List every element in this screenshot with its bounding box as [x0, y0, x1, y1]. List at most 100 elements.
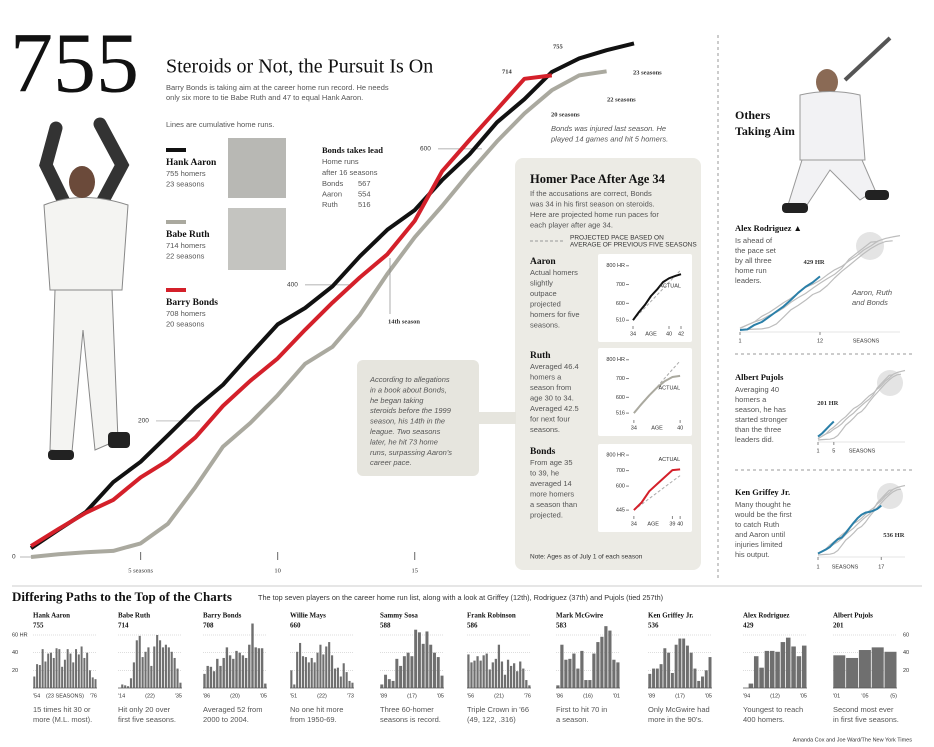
- player-text: season, he has: [735, 405, 786, 414]
- bar: [86, 652, 89, 688]
- bar: [209, 666, 213, 688]
- bar: [509, 665, 513, 688]
- actual-line: [633, 374, 681, 414]
- player-text: Is ahead of: [735, 236, 773, 245]
- y-tick-label: 700: [616, 282, 625, 288]
- bar: [147, 647, 150, 688]
- x-tick-label: 5: [832, 448, 835, 454]
- x-axis-label: SEASONS: [832, 564, 859, 570]
- y-tick-label: 60 HR: [12, 632, 28, 638]
- bar: [701, 676, 704, 688]
- pace-title: Homer Pace After Age 34: [530, 172, 666, 186]
- player-line: [817, 420, 835, 438]
- lead-title: Bonds takes lead: [322, 145, 383, 155]
- bar: [616, 662, 620, 688]
- bar: [241, 655, 245, 688]
- player-text: Many thought he: [735, 500, 791, 509]
- y-tick-label: 0: [12, 554, 16, 561]
- subtitle: only six more to tie Babe Ruth and 47 to…: [166, 93, 363, 102]
- bar: [170, 651, 173, 688]
- bar: [299, 642, 302, 688]
- bar: [659, 664, 663, 688]
- bar: [482, 655, 485, 688]
- caption: No one hit more: [290, 705, 343, 714]
- pace-intro: If the accusations are correct, Bonds: [530, 189, 652, 198]
- lead-name: Aaron: [322, 189, 342, 198]
- annotation: 20 seasons: [551, 111, 580, 118]
- bar: [164, 644, 167, 688]
- legend-name: Babe Ruth: [166, 230, 210, 240]
- bar: [560, 644, 564, 688]
- player-text: injuries limited: [735, 540, 783, 549]
- panel-title: Alex Rodriguez: [743, 612, 789, 620]
- player-text: leaders.: [735, 276, 762, 285]
- bar: [391, 680, 395, 688]
- legend-stat: 22 seasons: [166, 251, 205, 260]
- pace-text: Averaged 42.5: [530, 404, 579, 413]
- x-axis-label: AGE: [647, 521, 659, 527]
- bar: [41, 649, 44, 688]
- annotation: 23 seasons: [633, 69, 662, 76]
- connector: [478, 412, 516, 424]
- reference-line: [817, 369, 906, 440]
- player-name: Ken Griffey Jr.: [735, 487, 790, 497]
- bar: [124, 685, 127, 688]
- pace-text: homers a: [530, 372, 562, 381]
- y-tick-label: 400: [287, 282, 298, 289]
- panel-title: Sammy Sosa: [380, 612, 418, 620]
- x-label: (5): [890, 693, 897, 699]
- caption: in first five seasons.: [833, 715, 899, 724]
- bar: [94, 679, 97, 688]
- legend-stat: 708 homers: [166, 309, 206, 318]
- annotation: 14th season: [388, 318, 420, 325]
- credit: Amanda Cox and Joe Ward/The New York Tim…: [793, 737, 913, 743]
- annotation: 714: [502, 68, 513, 75]
- lead-value: 554: [358, 189, 371, 198]
- bar: [33, 676, 36, 688]
- x-tick-label: 5 seasons: [128, 567, 153, 574]
- bar: [61, 666, 64, 688]
- panel-title: Barry Bonds: [203, 612, 242, 620]
- bar: [331, 655, 334, 688]
- bar: [592, 653, 596, 688]
- panel-title: Ken Griffey Jr.: [648, 612, 694, 620]
- note-box: [357, 360, 479, 476]
- x-label: '89: [380, 693, 387, 699]
- y-tick-label: 60: [903, 632, 909, 638]
- bar: [72, 662, 75, 688]
- bar: [410, 656, 414, 688]
- bar: [141, 657, 144, 688]
- mini-chart-bg: [598, 254, 692, 342]
- annotation: 22 seasons: [607, 96, 636, 103]
- x-label: (22): [317, 693, 327, 699]
- y-tick-label: 40: [12, 650, 18, 656]
- bar: [203, 673, 206, 688]
- subtitle: Barry Bonds is taking aim at the career …: [166, 83, 389, 92]
- bar: [693, 668, 697, 688]
- panel-total: 660: [290, 622, 301, 630]
- bar: [150, 665, 153, 688]
- bar: [697, 680, 701, 688]
- x-tick-label: 39: [669, 521, 675, 527]
- x-label: '86: [203, 693, 210, 699]
- bar: [88, 670, 91, 688]
- panel-total: 429: [743, 622, 754, 630]
- bar: [254, 647, 257, 688]
- bar: [66, 649, 69, 688]
- pace-text: Averaged 46.4: [530, 362, 579, 371]
- bar: [219, 665, 222, 688]
- bottom-subtitle: The top seven players on the career home…: [258, 593, 663, 602]
- bar: [479, 660, 482, 688]
- x-label: '05: [800, 693, 807, 699]
- player-line: [817, 504, 882, 555]
- bar: [44, 661, 47, 688]
- bar: [80, 646, 83, 688]
- pace-text: outpace: [530, 289, 557, 298]
- bar: [801, 645, 807, 688]
- bar: [179, 682, 182, 688]
- bar: [858, 650, 871, 688]
- y-tick-label: 600: [616, 395, 625, 401]
- bar: [440, 675, 444, 688]
- x-label: (23 SEASONS): [46, 693, 84, 699]
- reference-line: [817, 374, 894, 440]
